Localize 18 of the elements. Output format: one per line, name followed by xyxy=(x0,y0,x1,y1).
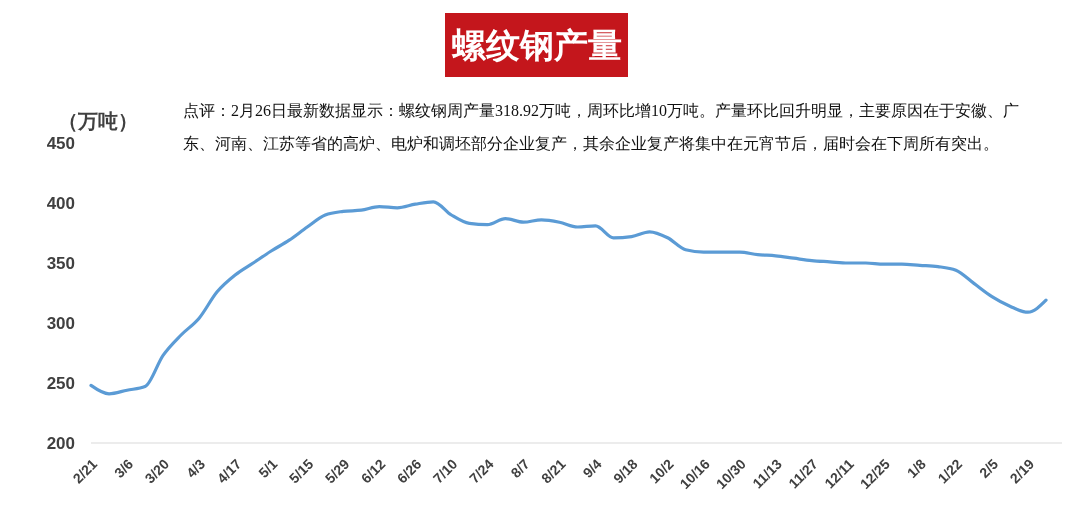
y-tick-label: 300 xyxy=(46,314,75,334)
x-tick-label: 3/6 xyxy=(111,455,137,481)
y-tick-label: 250 xyxy=(46,374,75,394)
y-tick-label: 200 xyxy=(46,434,75,454)
x-tick-label: 9/4 xyxy=(579,455,605,481)
chart-title: 螺纹钢产量 xyxy=(451,25,622,65)
y-axis-title: （万吨） xyxy=(58,110,138,132)
x-tick-label: 1/8 xyxy=(903,455,930,481)
x-tick-label: 8/7 xyxy=(507,455,533,481)
x-tick-label: 8/21 xyxy=(538,455,569,487)
y-tick-label: 450 xyxy=(46,134,75,154)
x-tick-label: 4/3 xyxy=(183,455,209,481)
line-series xyxy=(89,200,1048,396)
y-tick-label: 400 xyxy=(46,194,75,214)
y-tick-label: 350 xyxy=(46,254,75,274)
x-tick-label: 5/1 xyxy=(255,455,281,481)
x-tick-label: 2/5 xyxy=(975,455,1002,481)
annotation: 点评：2月26日最新数据显示：螺纹钢周产量318.92万吨，周环比增10万吨。产量环比回升明显，主要原因在于安徽、广东、河南、江苏等省的高炉、电炉和调坯部分企业复产，其余企业复产将集中在元宵节后，届时会在下周所有突出。 xyxy=(183,102,1019,152)
